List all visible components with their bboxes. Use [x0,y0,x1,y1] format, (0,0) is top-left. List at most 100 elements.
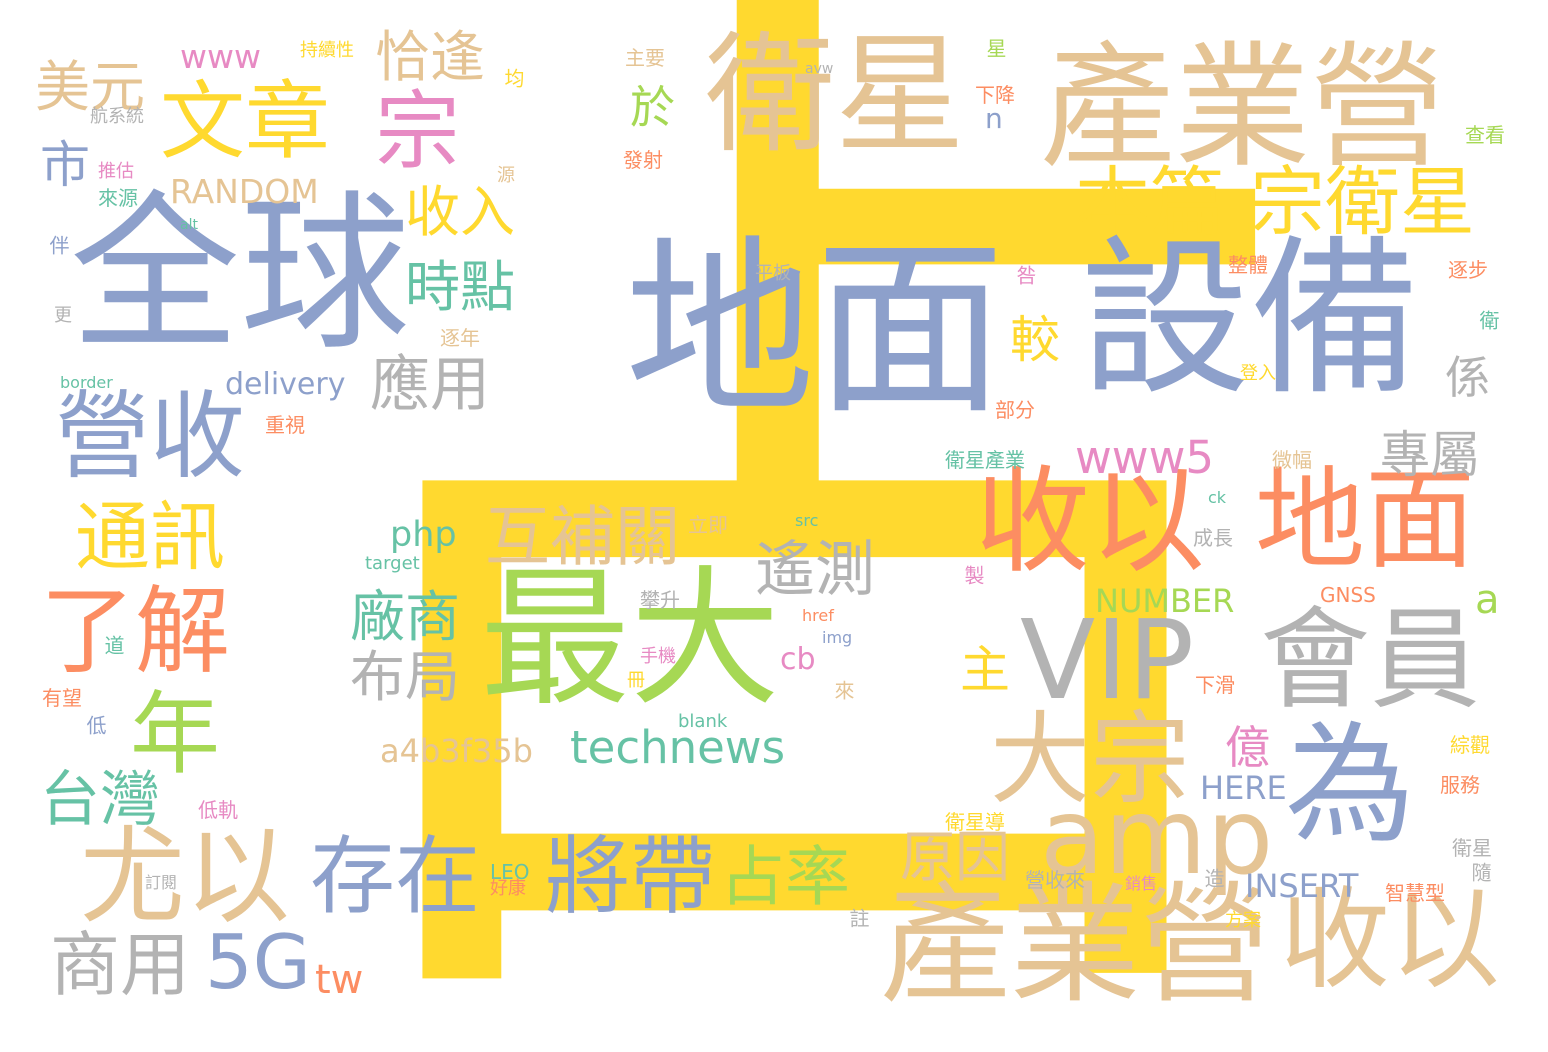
word: 咎 [1013,265,1037,286]
word: VIP [1020,596,1195,724]
word: a4b3f35b [380,732,533,770]
word: 存在 [310,828,481,927]
word: 文章 [160,73,331,172]
word: 將帶 [545,828,716,927]
word: 源 [494,165,515,184]
word: cb [780,642,816,677]
word: 綜觀 [1450,733,1490,757]
word: src [795,511,819,530]
word: 遙測 [755,535,875,605]
word: 方案 [1225,910,1261,931]
word: 持續性 [300,40,354,61]
word: 億 [1225,721,1271,774]
word: 應用 [370,350,490,420]
word: 地面 [625,219,1006,440]
word: 低軌 [198,798,238,822]
word: 道 [101,635,125,656]
word: 更 [51,305,72,324]
word: 產業營 [880,869,1271,1021]
word: 於 [630,81,676,134]
word: 部分 [995,398,1035,422]
word: php [390,515,457,555]
word: amp [1040,776,1274,898]
word: 衛星產業 [945,448,1025,472]
word: 星 [983,38,1007,59]
word: 訂閱 [145,873,178,892]
word: n [985,102,1003,135]
word: 收以 [975,455,1206,589]
word: 收入 [405,180,516,244]
word: ck [1208,488,1227,507]
word: 最大 [480,553,781,727]
word: 較 [1010,311,1060,369]
word: 手機 [640,646,676,667]
word: 智慧型 [1385,881,1445,905]
word: 銷售 [1125,874,1158,893]
word: 係 [1445,351,1491,404]
word: 造 [1201,868,1225,889]
word: 重視 [265,413,305,437]
word: tw [315,957,364,1003]
word: 來源 [98,186,138,210]
word: 全球 [70,176,411,374]
word: 本篇 [1075,158,1226,246]
word: 有望 [42,686,82,710]
word: 逐步 [1448,258,1488,282]
word: 服務 [1440,773,1480,797]
word: 大宗 [990,701,1190,818]
word: 冊 [624,670,645,689]
word: HERE [1200,769,1287,807]
word: 好康 [490,878,526,899]
word: 產業營 [1040,29,1445,186]
word: 營收來 [1025,868,1085,892]
word: 平板 [755,263,791,284]
word: 通訊 [75,493,226,581]
word: 原因 [900,825,1011,889]
word: 查看 [1465,123,1505,147]
word: 占 [255,0,1335,1052]
word: 尤以 [80,816,291,938]
word: INSERT [1245,867,1359,905]
word: 製 [961,565,985,586]
word: 推估 [98,161,134,182]
word: RANDOM [170,172,319,211]
word: www [180,37,261,76]
word: 營收 [55,382,246,492]
word: 成長 [1193,526,1233,550]
word: NUMBER [1095,582,1235,620]
word: 衛星 [705,19,966,171]
word: 低 [83,715,107,736]
word: 衛星導 [945,810,1005,834]
word: border [60,373,113,392]
word: delivery [225,367,346,402]
word: 布局 [350,645,461,709]
word: 下降 [975,83,1015,107]
word: href [802,606,834,625]
word: 地面 [1255,456,1475,584]
word: 來 [831,680,855,701]
word: avw [805,61,834,77]
word: 衛星 [1452,836,1492,860]
word: 互補關 [485,500,681,575]
word: 伴 [46,235,70,256]
word: 台灣 [40,765,160,835]
word: 5G [205,918,311,1006]
word: 為 [1285,709,1416,861]
word: 設備 [1080,221,1421,419]
word: 攀升 [640,588,680,612]
word: 占率 [720,840,851,915]
word: 時點 [405,255,516,319]
word: 廠商 [350,585,461,649]
word: 註 [846,908,870,929]
word: 商用 [50,924,190,1006]
word: 下滑 [1195,673,1235,697]
word: 隨 [1468,862,1492,883]
word: target [365,553,420,574]
word: 登入 [1240,363,1276,384]
word: img [822,628,853,647]
word: 整體 [1228,253,1268,277]
word: 專屬 [1380,426,1480,484]
word: LEO [490,860,530,884]
word: 航系統 [90,106,144,127]
